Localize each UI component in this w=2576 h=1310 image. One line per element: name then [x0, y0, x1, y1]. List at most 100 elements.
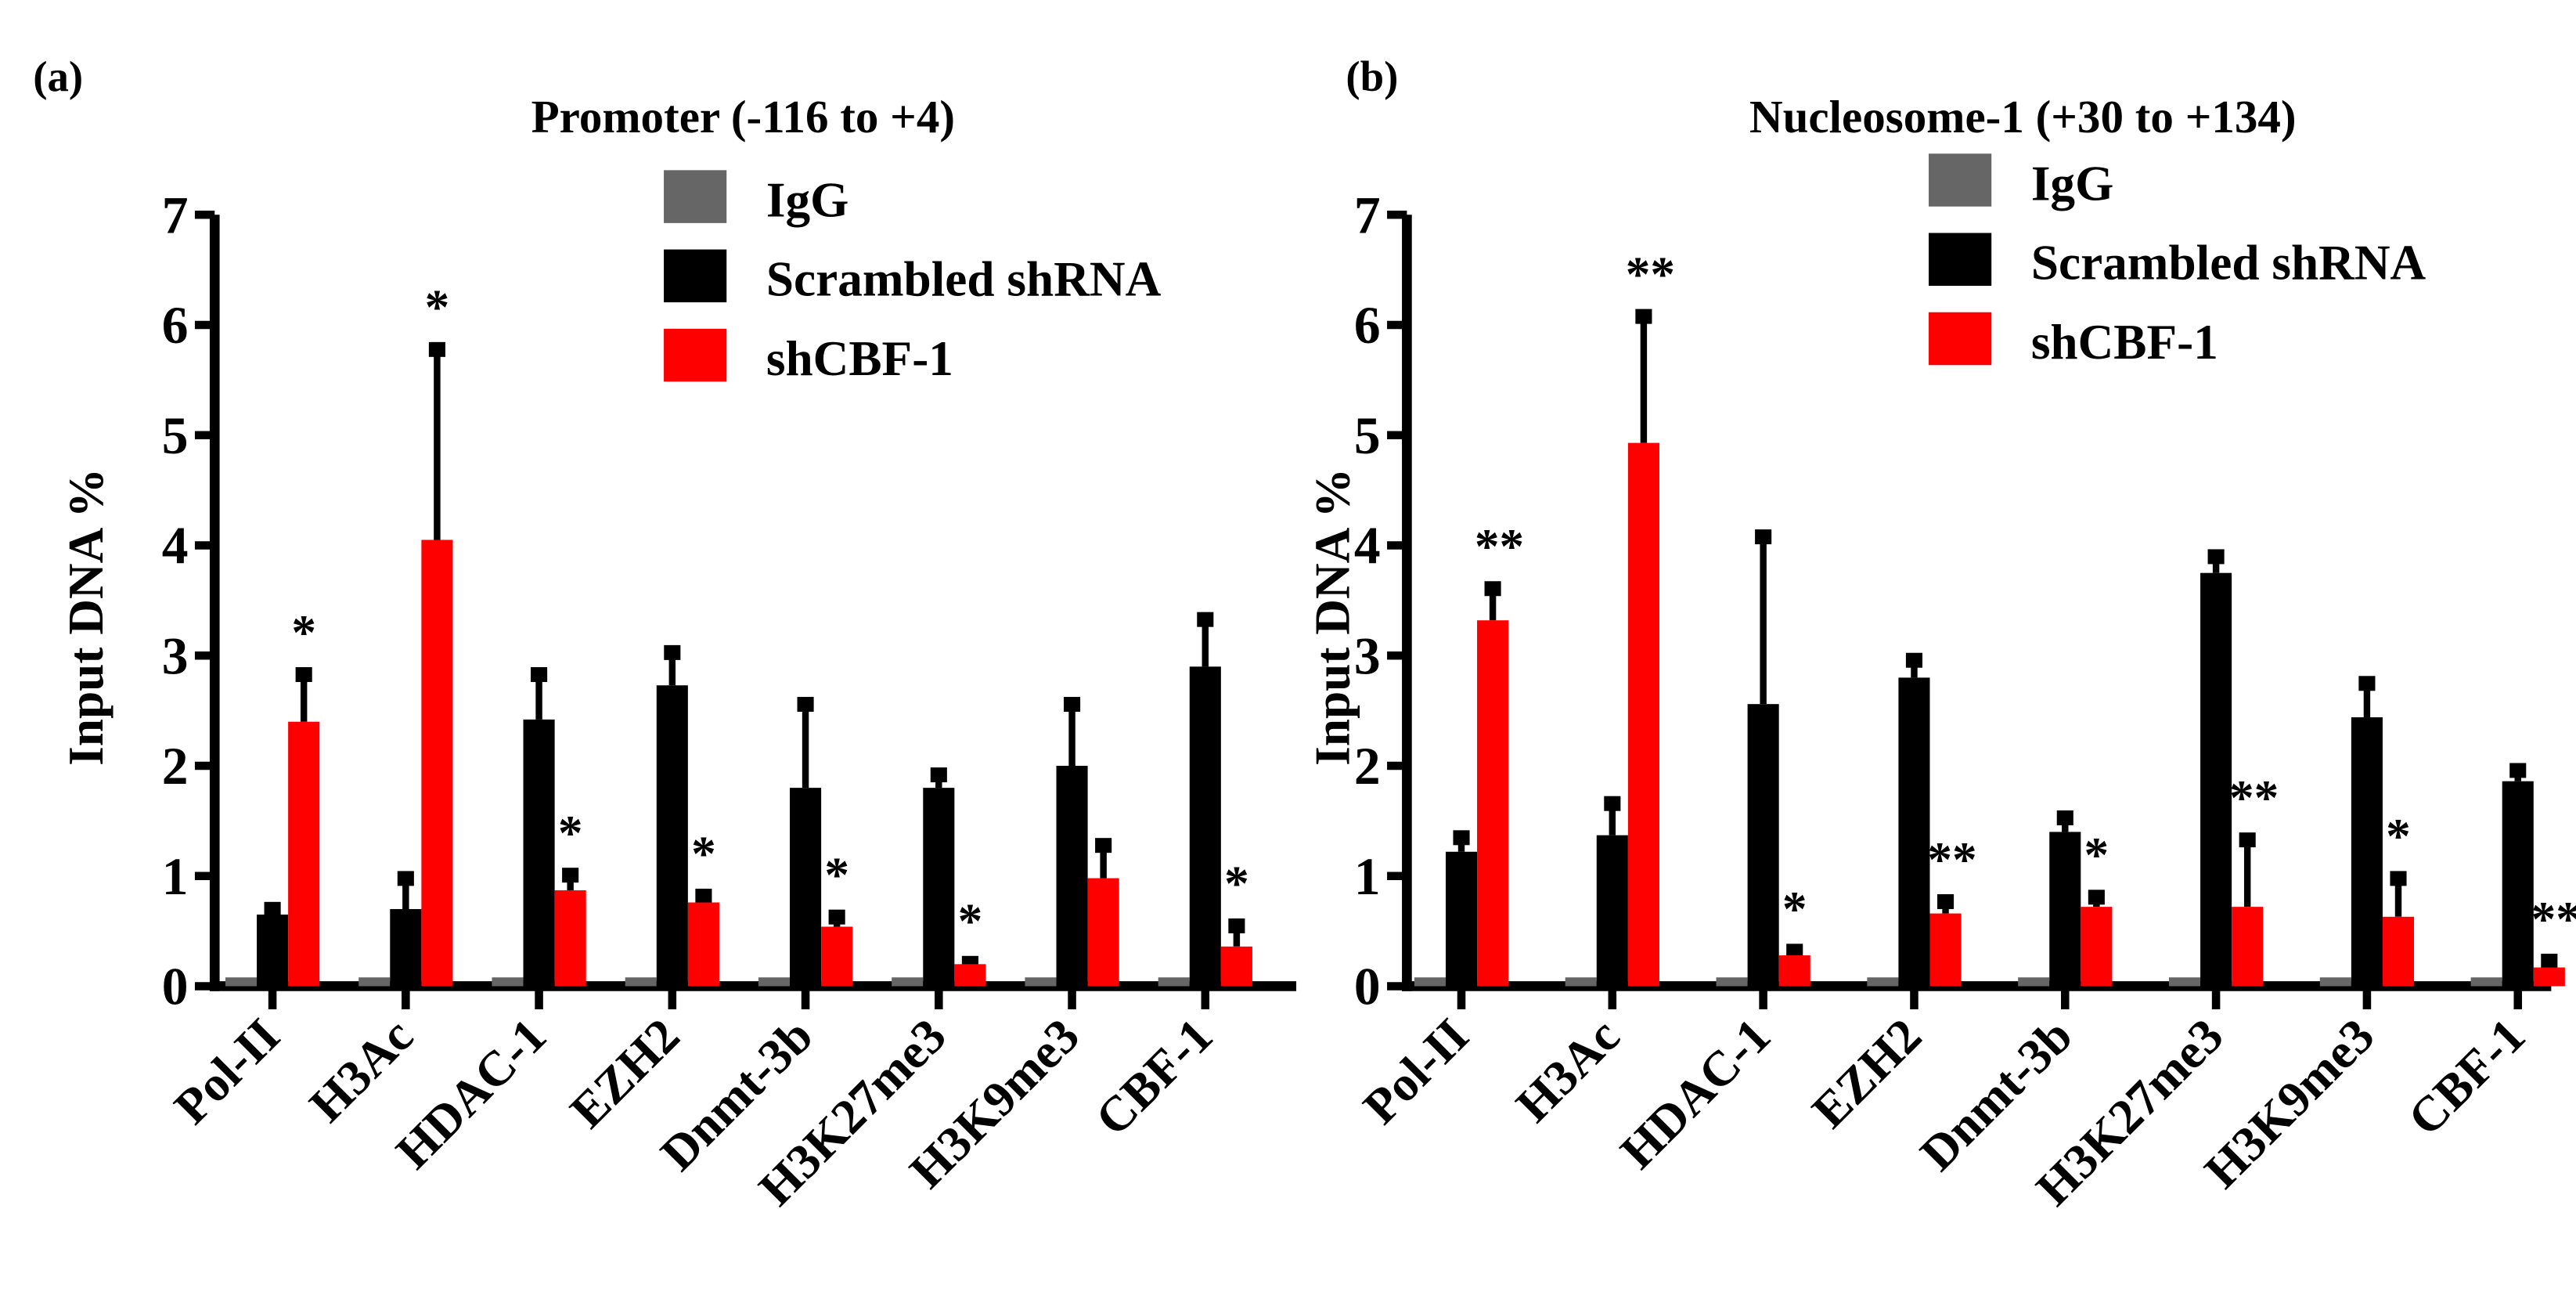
bar-igg [1158, 977, 1190, 987]
x-tick-label: CBF-1 [2398, 1008, 2535, 1146]
panel-b-chart: (b) Nucleosome-1 (+30 to +134) Input DNA %… [1306, 52, 2576, 1216]
error-bar-cap [1228, 918, 1245, 933]
error-bar-cap [1786, 944, 1803, 959]
y-tick-label: 6 [1354, 296, 1381, 355]
error-bar-cap [1453, 830, 1470, 846]
bar-scrambled-shrna [523, 719, 555, 987]
x-tick-label: H3Ac [299, 1008, 423, 1132]
significance-marker: * [425, 280, 450, 335]
significance-marker: * [2084, 828, 2109, 882]
y-tick-label: 2 [1354, 737, 1381, 796]
error-bar-cap [797, 697, 814, 713]
error-bar-cap [2056, 810, 2073, 825]
legend-swatch [1929, 153, 1992, 207]
error-bar-cap [1197, 612, 1214, 627]
bar-scrambled-shrna [2200, 572, 2232, 987]
x-tick-label: H3Ac [1506, 1008, 1630, 1132]
bar-scrambled-shrna [923, 788, 955, 987]
x-tick-label: EZH2 [1802, 1008, 1932, 1138]
bar-igg [1414, 977, 1446, 987]
error-bar-cap [664, 644, 681, 660]
error-bar-cap [2509, 763, 2527, 778]
significance-marker: * [691, 827, 716, 882]
significance-marker: ** [2531, 892, 2576, 947]
bar-scrambled-shrna [1189, 666, 1221, 987]
error-bar-cap [1905, 652, 1923, 668]
error-bar-cap [397, 871, 414, 886]
bar-igg [892, 977, 924, 987]
bar-shcbf-1 [687, 902, 719, 987]
bar-shcbf-1 [2533, 967, 2565, 987]
y-tick-label: 0 [1354, 958, 1381, 1016]
significance-marker: ** [2229, 770, 2279, 825]
bar-igg [225, 977, 258, 987]
error-bar-cap [2207, 549, 2225, 565]
bar-igg [2018, 977, 2050, 987]
y-tick-label: 3 [162, 626, 189, 685]
error-bar-cap [264, 901, 281, 917]
legend-label: IgG [766, 172, 848, 227]
significance-marker: ** [1626, 247, 1675, 301]
bar-igg [625, 977, 657, 987]
error-bar-cap [1095, 838, 1112, 853]
bar-scrambled-shrna [257, 914, 289, 987]
legend-swatch [664, 170, 727, 223]
significance-marker: * [1782, 882, 1807, 936]
error-bar-cap [1937, 893, 1955, 909]
legend-label: shCBF-1 [2031, 315, 2218, 370]
bar-igg [2168, 977, 2201, 987]
error-bar-cap [930, 767, 947, 783]
significance-marker: * [824, 847, 849, 902]
y-axis-label: Input DNA % [59, 468, 113, 766]
bar-shcbf-1 [2232, 907, 2264, 987]
error-bar-cap [295, 667, 312, 683]
error-bar-cap [562, 868, 579, 883]
bar-scrambled-shrna [2502, 781, 2534, 987]
legend-label: IgG [2031, 156, 2113, 211]
bar-shcbf-1 [821, 926, 853, 987]
significance-marker: * [958, 894, 983, 949]
bar-igg [358, 977, 391, 987]
bar-shcbf-1 [954, 964, 986, 987]
x-tick-label: CBF-1 [1085, 1008, 1223, 1146]
error-bar-cap [1755, 529, 1772, 545]
error-bar-cap [1635, 309, 1652, 324]
y-tick-label: 6 [162, 296, 189, 355]
bar-scrambled-shrna [1596, 835, 1628, 987]
error-bar-cap [428, 341, 445, 357]
error-bar-cap [2541, 953, 2558, 969]
bar-scrambled-shrna [1898, 677, 1930, 987]
bar-shcbf-1 [1929, 913, 1962, 987]
bar-igg [1565, 977, 1597, 987]
bar-igg [2470, 977, 2502, 987]
legend-swatch [664, 249, 727, 303]
bar-shcbf-1 [2081, 907, 2113, 987]
chart-title: Nucleosome-1 (+30 to +134) [1749, 91, 2297, 143]
x-tick-label: Pol-II [1353, 1008, 1479, 1134]
bar-scrambled-shrna [790, 788, 822, 987]
bar-shcbf-1 [2382, 916, 2415, 987]
bar-igg [758, 977, 791, 987]
panel-label: (b) [1346, 52, 1398, 100]
legend-label: Scrambled shRNA [2031, 236, 2426, 291]
y-tick-label: 4 [162, 517, 189, 576]
y-tick-label: 7 [1354, 186, 1381, 244]
bar-igg [492, 977, 524, 987]
significance-marker: * [1224, 857, 1249, 911]
error-bar-cap [828, 909, 845, 925]
bar-shcbf-1 [1778, 955, 1810, 987]
y-tick-label: 7 [162, 186, 189, 244]
significance-marker: * [291, 605, 316, 660]
panel-a-chart: (a) Promoter (-116 to +4) Input DNA % 0 1 2 3 4… [33, 52, 1297, 1216]
bar-scrambled-shrna [656, 685, 688, 987]
bar-scrambled-shrna [2049, 832, 2081, 987]
error-bar-cap [2088, 890, 2105, 905]
y-tick-label: 1 [162, 847, 189, 906]
bar-igg [1867, 977, 1899, 987]
legend-swatch [1929, 312, 1992, 366]
panel-label: (a) [33, 52, 83, 100]
bar-igg [1025, 977, 1057, 987]
significance-marker: ** [1475, 519, 1524, 574]
error-bar-cap [2390, 871, 2407, 886]
